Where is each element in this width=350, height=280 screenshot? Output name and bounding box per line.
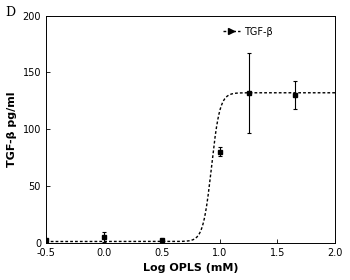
X-axis label: Log OPLS (mM): Log OPLS (mM): [143, 263, 238, 273]
Text: D: D: [5, 6, 15, 20]
Legend: TGF-β: TGF-β: [219, 23, 276, 41]
Y-axis label: TGF-β pg/ml: TGF-β pg/ml: [7, 91, 17, 167]
